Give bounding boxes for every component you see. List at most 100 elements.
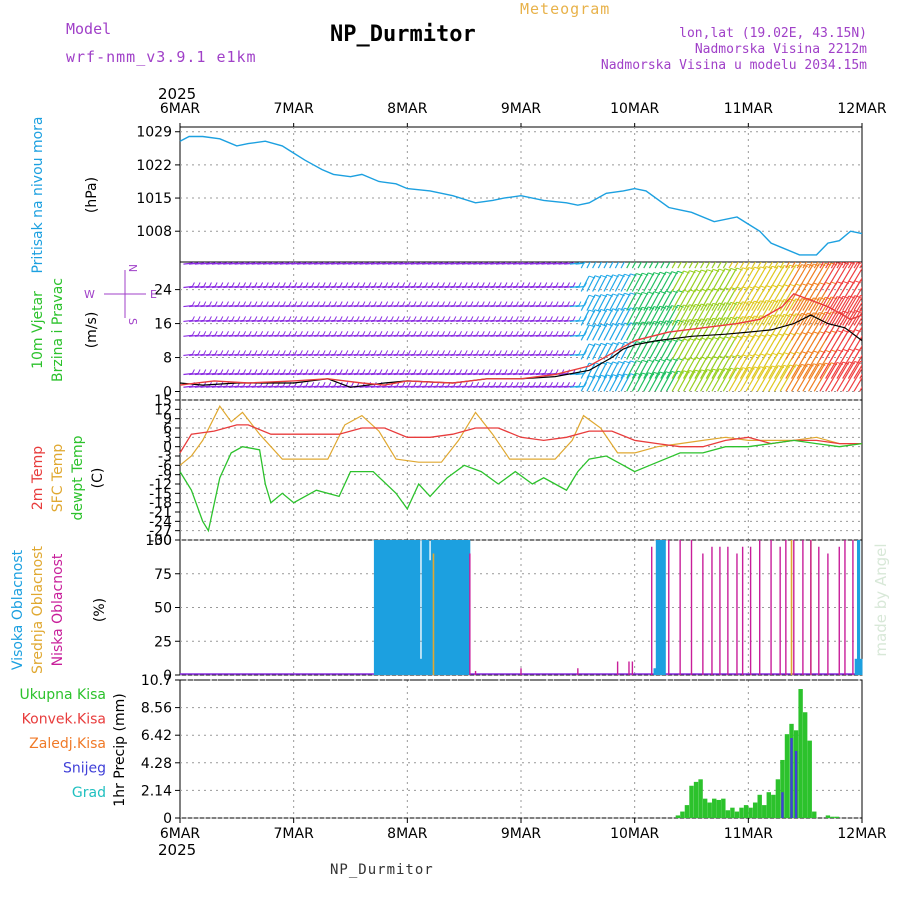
wind-barb	[507, 334, 517, 337]
wind-barb	[550, 262, 552, 264]
total-precip-bar	[739, 807, 744, 818]
wind-barb	[297, 262, 307, 265]
wind-barb	[711, 268, 726, 292]
wind-barb	[478, 385, 489, 388]
wind-barb	[402, 282, 406, 287]
wind-barb	[501, 319, 511, 323]
wind-barb	[808, 311, 826, 341]
wind-barb	[467, 334, 477, 337]
wind-barb	[404, 304, 415, 308]
wind-barb	[510, 382, 514, 387]
wind-barb	[813, 296, 832, 326]
wind-barb	[379, 262, 382, 264]
wind-barb	[859, 286, 862, 292]
x-tick-label-bottom: 7MAR	[274, 826, 315, 842]
model-label: Model	[66, 20, 112, 38]
wind-barb	[544, 316, 548, 321]
wind-barb	[294, 316, 298, 321]
wind-barb	[504, 262, 507, 264]
wind-barb	[872, 361, 878, 363]
wind-barb	[345, 262, 347, 264]
wind-barb	[498, 350, 502, 355]
wind-barb	[717, 262, 722, 269]
wind-barb	[319, 385, 329, 388]
wind-barb	[547, 319, 557, 323]
wind-barb	[515, 316, 519, 321]
wind-barb	[314, 385, 324, 388]
wind-barb	[319, 304, 329, 308]
wind-barb	[194, 304, 204, 308]
wind-barb	[370, 372, 381, 376]
wind-barb	[348, 262, 358, 265]
wind-barb	[620, 360, 631, 379]
wind-barb	[427, 353, 437, 357]
wind-barb	[245, 353, 255, 357]
wind-barb	[416, 385, 426, 388]
wind-barb	[853, 296, 862, 311]
wind-barb	[430, 331, 434, 336]
y-tick-label: 2.14	[141, 783, 172, 799]
wind-barb	[211, 285, 221, 289]
wind-barb	[379, 331, 383, 336]
wind-barb	[379, 369, 383, 374]
wind-barb	[325, 334, 335, 337]
wind-barb	[550, 282, 553, 287]
wind-barb	[495, 304, 506, 308]
wind-barb	[552, 385, 562, 388]
wind-barb	[450, 334, 460, 337]
wind-barb	[484, 385, 494, 388]
wind-barb	[671, 289, 685, 311]
wind-barb	[376, 262, 386, 265]
wind-barb	[580, 275, 590, 292]
wind-barb	[802, 263, 820, 292]
wind-barb	[416, 353, 426, 357]
wind-barb	[665, 290, 679, 311]
wind-barb	[481, 331, 485, 336]
high-cloud-bar	[653, 668, 657, 675]
wind-barb	[544, 282, 548, 287]
wind-barb	[478, 353, 489, 357]
total-precip-bar	[834, 816, 840, 818]
wind-barb	[262, 353, 273, 357]
wind-barb	[558, 372, 568, 376]
total-precip-bar	[730, 807, 735, 818]
wind-barb	[334, 331, 337, 336]
wind-barb	[308, 319, 318, 323]
wind-barb	[532, 382, 536, 387]
wind-barb	[561, 282, 565, 287]
wind-barb	[370, 262, 381, 265]
wind-barb	[368, 350, 372, 355]
wind-barb	[498, 331, 502, 336]
wind-barb	[348, 304, 358, 308]
wind-barb	[751, 266, 767, 292]
wind-barb	[402, 382, 406, 387]
wind-barb	[302, 334, 312, 337]
wind-barb	[285, 353, 295, 357]
wind-barb	[745, 266, 761, 292]
wind-barb	[271, 262, 274, 264]
wind-barb	[382, 385, 392, 388]
wind-barb	[359, 262, 369, 265]
wind-barb	[464, 369, 468, 374]
wind-barb	[762, 365, 779, 392]
wind-barb	[459, 382, 462, 387]
wind-barb	[422, 372, 432, 376]
wind-barb	[419, 331, 423, 336]
wind-barb	[614, 373, 626, 392]
wind-barb	[387, 319, 398, 323]
wind-barb	[860, 294, 862, 297]
wind-barb	[620, 322, 631, 341]
wind-barb	[237, 350, 241, 355]
wind-barb	[291, 304, 301, 308]
year-label-top: 2025	[158, 85, 196, 103]
wind-barb	[331, 385, 341, 388]
wind-barb	[404, 262, 415, 265]
wind-barb	[422, 262, 432, 265]
wind-barb	[450, 353, 460, 357]
wind-barb	[311, 316, 315, 321]
wind-barb	[402, 262, 404, 264]
high-cloud-bar	[460, 540, 464, 675]
wind-barb	[637, 340, 649, 360]
wind-barb	[481, 382, 485, 387]
wind-barb	[271, 331, 275, 336]
